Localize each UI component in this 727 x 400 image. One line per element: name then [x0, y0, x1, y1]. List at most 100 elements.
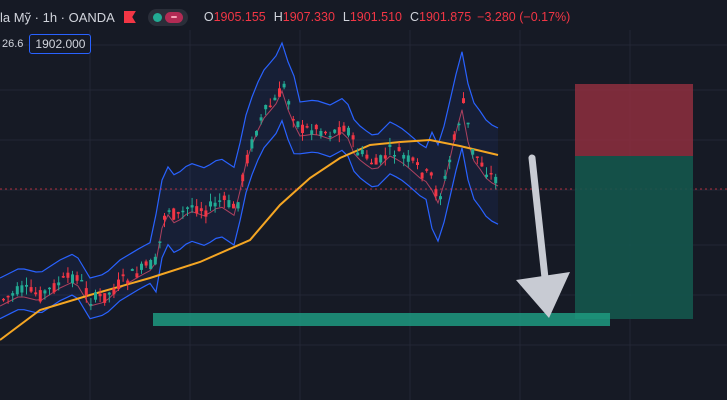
candle-body	[282, 83, 286, 88]
candle-body	[117, 279, 120, 289]
candle-body	[71, 274, 74, 284]
candle-body	[241, 174, 245, 182]
candle-body	[121, 274, 125, 277]
indicator-value: 26.6	[2, 38, 24, 50]
candle-body	[255, 130, 258, 136]
candle-body	[107, 292, 111, 295]
candle-body	[268, 105, 272, 108]
candle-body	[379, 155, 383, 163]
alert-toggle-icon	[164, 11, 183, 23]
candle-body	[250, 139, 254, 149]
candle-body	[144, 261, 148, 266]
candle-body	[172, 208, 176, 220]
status-pill-icon[interactable]	[147, 8, 188, 26]
ohlc-close: C1901.875	[410, 10, 472, 24]
candle-body	[291, 119, 295, 121]
price-input-box[interactable]: 1902.000	[29, 34, 92, 54]
stop-loss-zone	[575, 84, 693, 156]
candle-body	[167, 210, 171, 212]
candle-body	[439, 196, 442, 200]
candle-body	[301, 124, 304, 134]
candle-body	[374, 157, 378, 165]
candle-body	[232, 203, 235, 209]
candle-body	[176, 212, 180, 214]
down-arrow-head	[516, 272, 570, 318]
candle-body	[126, 280, 130, 284]
candle-body	[259, 117, 263, 121]
bollinger-lower	[0, 119, 499, 320]
candle-body	[388, 144, 392, 147]
candle-body	[351, 135, 355, 140]
candle-body	[485, 174, 488, 178]
take-profit-zone	[575, 156, 693, 319]
market-open-dot-icon	[152, 12, 162, 22]
candle-body	[356, 152, 360, 156]
candle-body	[397, 147, 401, 152]
candle-body	[149, 260, 153, 270]
candle-body	[471, 148, 475, 155]
candle-body	[140, 263, 143, 270]
symbol-title[interactable]: la Mỹ · 1h · OANDA	[0, 9, 115, 25]
candle-body	[402, 154, 406, 159]
candle-body	[43, 290, 47, 294]
ohlc-high: H1907.330	[273, 10, 335, 24]
bollinger-fill	[0, 43, 498, 319]
candle-body	[222, 195, 226, 201]
candle-body	[319, 130, 323, 136]
candle-body	[466, 122, 470, 125]
candle-body	[75, 275, 79, 281]
candle-body	[61, 276, 65, 278]
candle-body	[489, 173, 493, 175]
candle-body	[245, 154, 249, 164]
candle-body	[324, 131, 327, 134]
candle-body	[411, 157, 415, 161]
candle-body	[452, 134, 456, 140]
ohlc-low: L1901.510	[342, 10, 402, 24]
candle-body	[310, 130, 314, 135]
candle-body	[287, 101, 291, 105]
candle-body	[80, 279, 84, 282]
down-arrow-shaft	[528, 154, 549, 282]
candle-body	[181, 210, 185, 213]
candle-body	[2, 298, 5, 301]
candle-body	[425, 169, 429, 171]
candle-body	[190, 205, 194, 208]
candle-body	[462, 98, 465, 104]
candle-body	[94, 292, 97, 300]
candle-body	[186, 207, 189, 209]
candle-body	[29, 287, 33, 292]
ohlc-open: O1905.155	[203, 10, 266, 24]
candle-body	[347, 127, 350, 136]
candle-body	[89, 304, 93, 306]
candle-body	[135, 273, 139, 278]
candle-body	[195, 206, 199, 214]
candle-body	[84, 288, 88, 296]
candle-body	[383, 155, 387, 159]
candle-body	[25, 284, 28, 287]
candle-body	[218, 200, 222, 202]
candle-body	[443, 175, 447, 179]
candle-body	[457, 123, 461, 126]
candle-body	[213, 202, 217, 207]
flag-icon[interactable]	[123, 11, 136, 23]
candle-body	[429, 172, 433, 176]
candle-body	[434, 189, 438, 197]
candle-body	[15, 286, 19, 295]
candle-body	[278, 88, 281, 97]
candle-body	[34, 292, 38, 295]
candle-body	[11, 293, 15, 296]
candle-body	[393, 155, 396, 157]
candle-body	[158, 241, 162, 243]
candle-body	[314, 124, 318, 130]
candle-body	[66, 272, 70, 278]
candle-body	[227, 200, 231, 208]
ema-line	[0, 89, 499, 307]
candle-body	[57, 282, 61, 286]
candle-body	[337, 127, 341, 135]
candle-body	[209, 201, 212, 207]
ohlc-values: O1905.155 H1907.330 L1901.510 C1901.875	[204, 10, 471, 24]
candle-body	[273, 97, 277, 101]
symbol-header: la Mỹ · 1h · OANDA O1905.155 H1907.330 L…	[0, 4, 570, 30]
